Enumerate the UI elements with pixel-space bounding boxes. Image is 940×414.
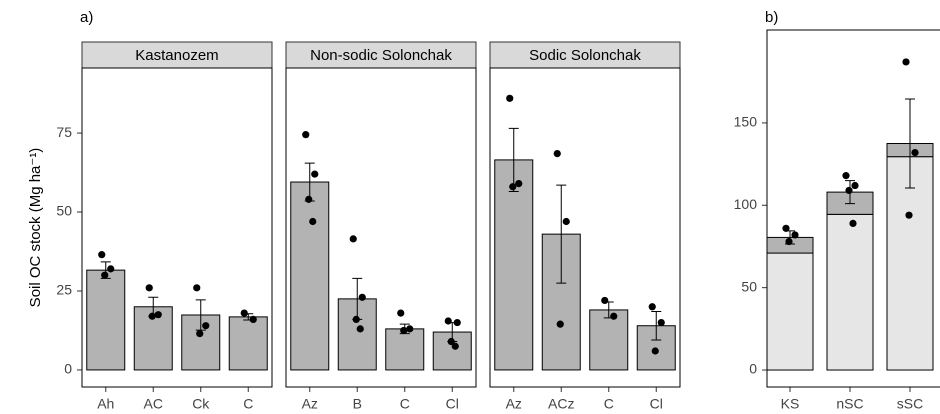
data-point — [553, 149, 561, 158]
data-point — [845, 186, 853, 195]
y-tick-label: 150 — [734, 114, 758, 130]
data-point — [400, 326, 408, 335]
data-point — [556, 320, 564, 328]
x-tick-label: AC — [144, 396, 163, 412]
x-tick-label: ACz — [548, 396, 574, 412]
data-point — [107, 265, 115, 273]
panel-label: a) — [80, 9, 93, 26]
data-point — [849, 219, 857, 228]
data-point — [302, 131, 310, 139]
panel-border — [81, 67, 273, 388]
data-point — [657, 318, 665, 327]
bar — [228, 316, 268, 371]
panel-border — [285, 67, 477, 388]
data-point — [305, 195, 313, 203]
data-point — [902, 58, 910, 66]
x-tick-label: KS — [781, 396, 800, 412]
data-point — [562, 217, 570, 226]
y-tick-label: 50 — [56, 203, 72, 219]
facet-strip — [81, 41, 273, 69]
y-tick-label: 0 — [64, 361, 72, 377]
x-tick-label: sSC — [897, 396, 923, 412]
x-tick-label: C — [400, 396, 410, 412]
data-point — [509, 183, 517, 191]
data-point — [911, 148, 919, 157]
bar — [290, 181, 330, 371]
data-point — [515, 179, 523, 188]
error-bar — [195, 299, 206, 331]
facet-strip — [285, 41, 477, 69]
x-tick-label: Ah — [97, 396, 114, 412]
data-point — [311, 170, 319, 178]
x-tick-label: Az — [506, 396, 522, 412]
x-tick-label: B — [353, 396, 362, 412]
data-point — [651, 347, 659, 355]
bar — [589, 309, 629, 371]
x-tick-label: C — [243, 396, 253, 412]
data-point — [358, 293, 366, 301]
y-tick-label: 50 — [741, 278, 757, 294]
error-bar — [556, 184, 567, 284]
data-point — [309, 217, 317, 226]
bar-segment — [886, 156, 934, 371]
data-point — [352, 315, 360, 324]
data-point — [145, 284, 153, 292]
data-point — [851, 181, 859, 190]
data-point — [148, 312, 156, 320]
panel-label: b) — [765, 9, 778, 26]
facet-title: Kastanozem — [135, 47, 218, 64]
data-point — [782, 224, 790, 232]
data-point — [154, 311, 162, 319]
data-point — [249, 315, 257, 324]
x-tick-label: C — [604, 396, 614, 412]
bar — [385, 328, 425, 371]
x-tick-label: Az — [302, 396, 318, 412]
data-point — [905, 211, 913, 219]
error-bar — [651, 311, 662, 341]
x-tick-label: nSC — [836, 396, 863, 412]
data-point — [397, 309, 405, 317]
data-point — [193, 284, 201, 292]
error-bar — [905, 98, 915, 189]
y-tick-label: 75 — [56, 124, 72, 140]
facet-title: Sodic Solonchak — [529, 47, 641, 64]
data-point — [842, 172, 850, 180]
y-tick-label: 0 — [749, 361, 757, 377]
data-point — [451, 342, 459, 350]
data-point — [791, 231, 799, 239]
y-tick-label: 100 — [734, 196, 758, 212]
data-point — [356, 325, 364, 333]
data-point — [101, 271, 109, 279]
facet-strip — [489, 41, 681, 69]
data-point — [601, 296, 609, 305]
data-point — [98, 251, 106, 259]
data-point — [453, 318, 461, 327]
y-axis-label: Soil OC stock (Mg ha⁻¹) — [27, 148, 44, 308]
y-tick-label: 25 — [56, 282, 72, 298]
data-point — [506, 94, 514, 102]
panel-border — [489, 67, 681, 388]
bar-segment — [826, 213, 874, 371]
data-point — [202, 322, 210, 330]
bar — [86, 269, 126, 371]
data-point — [447, 337, 455, 346]
panel-border — [766, 29, 940, 388]
data-point — [785, 237, 793, 246]
bar-segment — [766, 252, 814, 371]
error-bar — [508, 127, 519, 192]
facet-title: Non-sodic Solonchak — [310, 47, 452, 64]
x-tick-label: Cl — [650, 396, 663, 412]
data-point — [349, 235, 357, 243]
data-point — [196, 330, 204, 338]
data-point — [406, 325, 414, 333]
data-point — [648, 303, 656, 311]
x-tick-label: Cl — [446, 396, 459, 412]
data-point — [240, 309, 248, 317]
x-tick-label: Ck — [192, 396, 210, 412]
data-point — [610, 312, 618, 320]
data-point — [444, 317, 452, 325]
